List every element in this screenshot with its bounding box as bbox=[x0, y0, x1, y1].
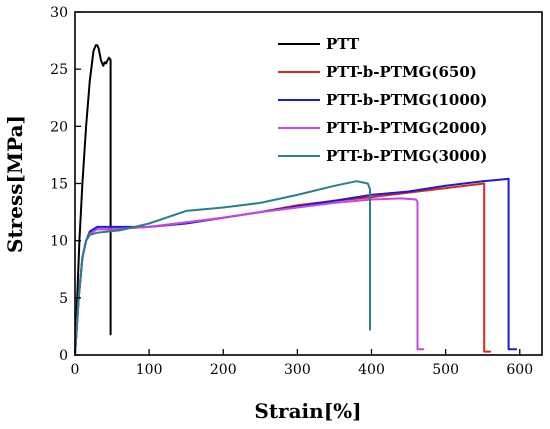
series-line-0 bbox=[74, 44, 112, 356]
y-axis-title: Stress[MPa] bbox=[3, 115, 27, 253]
y-tick-label: 0 bbox=[59, 348, 68, 364]
y-tick-label: 30 bbox=[50, 5, 68, 21]
y-tick-label: 20 bbox=[50, 119, 68, 135]
series-line-3 bbox=[74, 197, 425, 356]
y-tick-label: 25 bbox=[50, 62, 68, 78]
x-axis-title: Strain[%] bbox=[254, 399, 361, 423]
y-tick-label: 5 bbox=[59, 291, 68, 307]
legend-label: PTT-b-PTMG(3000) bbox=[326, 147, 487, 165]
legend-label: PTT-b-PTMG(2000) bbox=[326, 119, 487, 137]
y-axis: 0 5 10 15 20 25 30 bbox=[50, 5, 81, 364]
x-tick-label: 200 bbox=[210, 362, 237, 378]
x-tick-label: 0 bbox=[71, 362, 80, 378]
series-line-4 bbox=[74, 180, 371, 356]
y-tick-label: 10 bbox=[50, 234, 68, 250]
y-tick-label: 15 bbox=[50, 177, 68, 193]
x-tick-label: 400 bbox=[358, 362, 385, 378]
x-tick-label: 500 bbox=[432, 362, 459, 378]
x-tick-label: 300 bbox=[284, 362, 311, 378]
x-tick-label: 600 bbox=[506, 362, 533, 378]
x-tick-label: 100 bbox=[136, 362, 163, 378]
x-axis: 0 100 200 300 400 500 600 bbox=[71, 349, 533, 378]
legend-label: PTT-b-PTMG(1000) bbox=[326, 91, 487, 109]
legend-label: PTT-b-PTMG(650) bbox=[326, 63, 477, 81]
plot-lines bbox=[74, 44, 518, 356]
legend-label: PTT bbox=[326, 35, 360, 53]
legend: PTT PTT-b-PTMG(650) PTT-b-PTMG(1000) PTT-b-… bbox=[278, 35, 487, 165]
